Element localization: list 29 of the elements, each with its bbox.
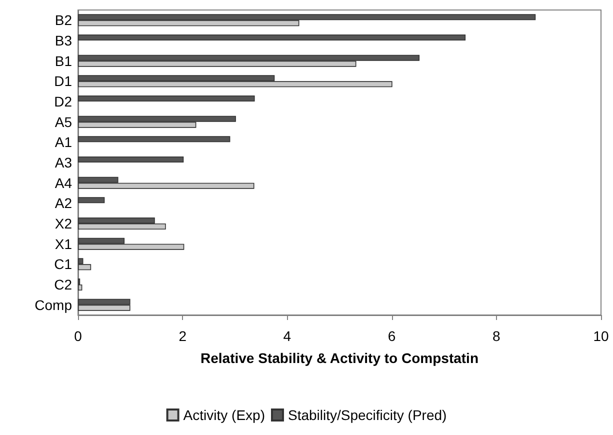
y-tick-label: D1 bbox=[54, 73, 72, 90]
y-tick-label: A3 bbox=[54, 154, 72, 170]
y-tick-label: C2 bbox=[54, 276, 72, 292]
y-tick-label: A4 bbox=[54, 174, 72, 191]
y-tick-label: X2 bbox=[54, 216, 72, 232]
x-tick-label: 10 bbox=[593, 328, 609, 344]
bar bbox=[78, 34, 466, 40]
y-tick-label: Comp bbox=[34, 296, 72, 313]
bar bbox=[78, 136, 230, 142]
x-axis-title: Relative Stability & Activity to Compstatin bbox=[200, 350, 478, 366]
x-tick-label: 2 bbox=[178, 328, 187, 344]
y-tick-label: B3 bbox=[54, 32, 72, 48]
bar bbox=[78, 197, 105, 204]
y-tick-label: A5 bbox=[54, 114, 72, 130]
y-tick-label: B2 bbox=[54, 12, 72, 28]
x-tick-label: 4 bbox=[283, 328, 292, 344]
bar bbox=[78, 96, 255, 102]
x-tick-label: 0 bbox=[74, 328, 82, 344]
bar bbox=[78, 156, 184, 162]
x-tick-label: 8 bbox=[492, 328, 500, 344]
y-tick-label: X1 bbox=[54, 236, 72, 252]
y-tick-label: D2 bbox=[54, 94, 72, 110]
y-tick-label: A1 bbox=[54, 134, 72, 150]
legend-label: Activity (Exp) bbox=[183, 407, 265, 423]
y-tick-label: C1 bbox=[54, 256, 72, 272]
x-tick-label: 6 bbox=[388, 328, 396, 344]
y-tick-label: B1 bbox=[54, 52, 72, 69]
y-tick-label: A2 bbox=[54, 195, 72, 212]
legend-label: Stability/Specificity (Pred) bbox=[288, 407, 447, 423]
